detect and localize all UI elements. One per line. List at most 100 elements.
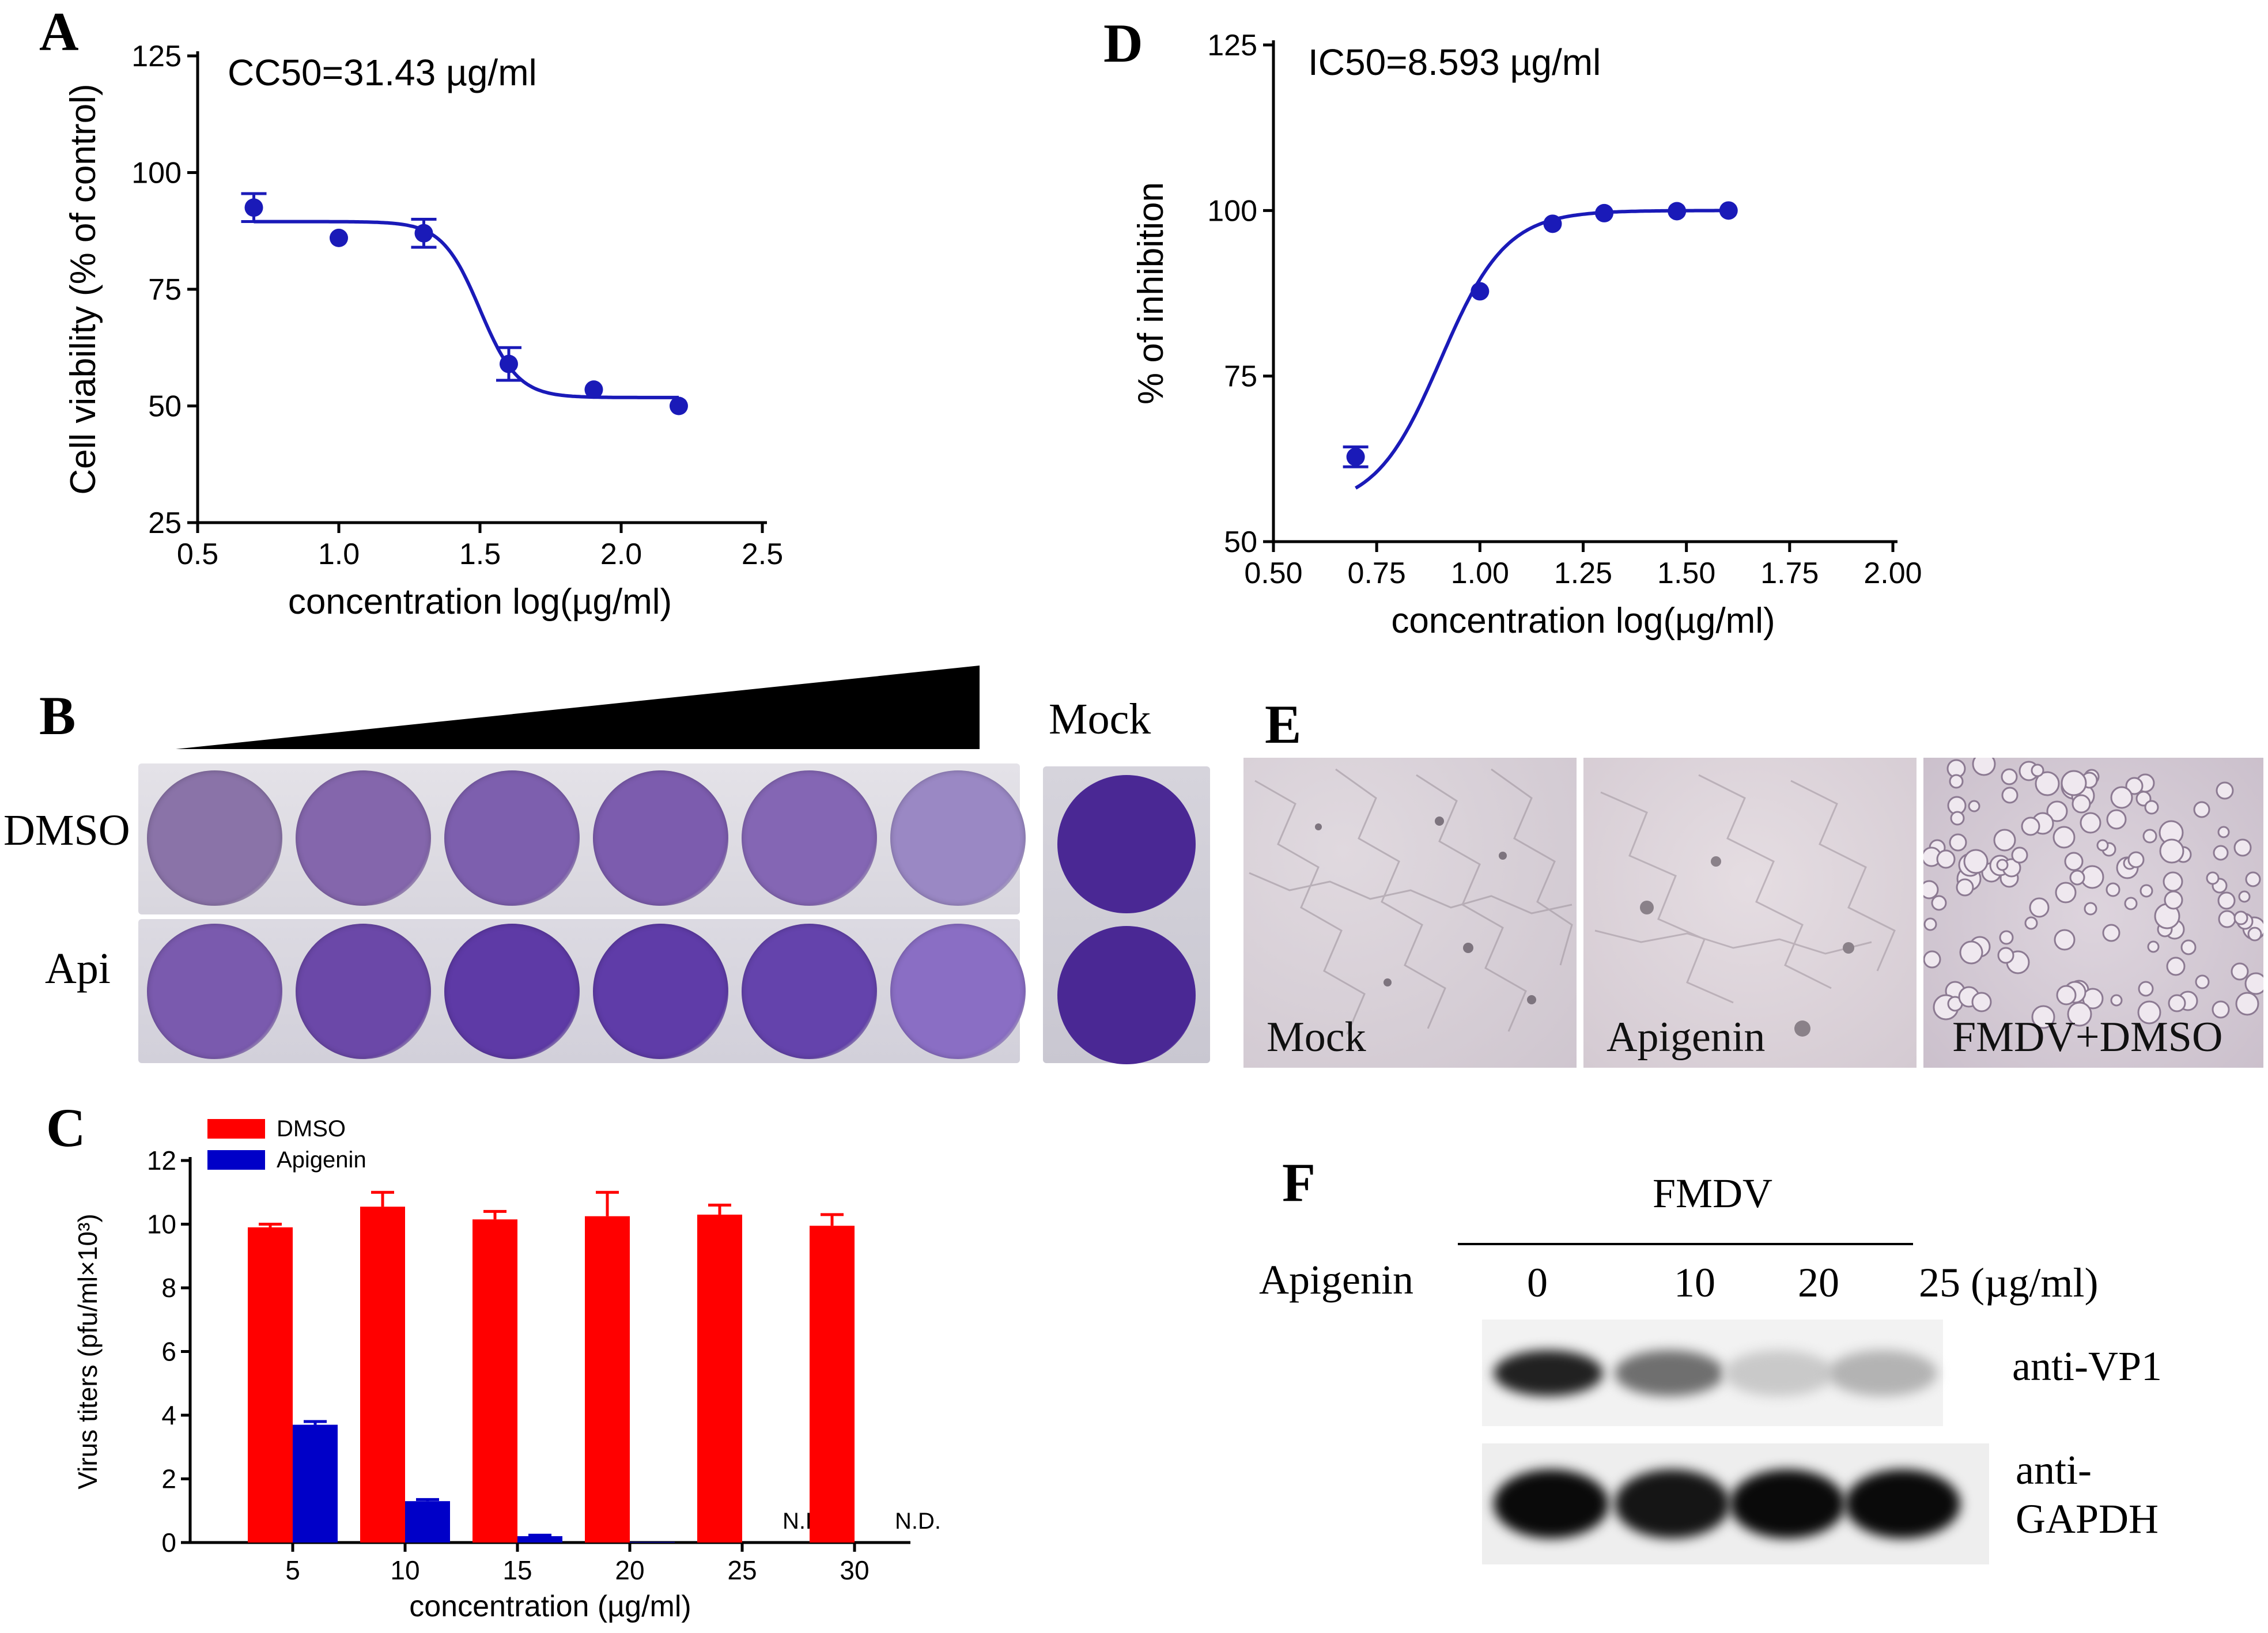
x-tick-label: 1.0 <box>318 538 360 571</box>
rounded-cell <box>2125 777 2144 795</box>
blot-band-gapdh <box>1615 1469 1730 1539</box>
micrograph-mock: Mock <box>1243 758 1577 1068</box>
rounded-cell <box>1997 947 2014 964</box>
rounded-cell <box>2054 929 2076 951</box>
rounded-cell <box>2147 940 2160 953</box>
x-tick-label: 2.5 <box>742 538 783 571</box>
micrograph-fmdv-dmso: FMDV+DMSO <box>1923 758 2263 1068</box>
rounded-cell <box>2138 981 2154 997</box>
data-point <box>1595 203 1614 222</box>
plaque-well-api <box>593 924 728 1059</box>
panel-label-e: E <box>1265 694 1302 755</box>
y-tick-label: 50 <box>148 390 182 424</box>
rounded-cell <box>2238 890 2251 903</box>
rounded-cell <box>2233 838 2252 857</box>
rounded-cell <box>2031 763 2044 777</box>
rounded-cell <box>2021 816 2040 836</box>
cell-texture-mock <box>1249 768 1573 1035</box>
micrograph-label-fmdv-dmso: FMDV+DMSO <box>1952 1014 2223 1061</box>
y-tick-label: 25 <box>148 506 182 540</box>
plaque-well-mock <box>1057 926 1196 1064</box>
chart-annotation: IC50=8.593 µg/ml <box>1308 41 1601 83</box>
plaque-well-api <box>444 924 580 1059</box>
rounded-cell <box>2195 974 2210 989</box>
y-tick-label: 75 <box>148 273 182 307</box>
legend-label-apigenin: Apigenin <box>277 1147 366 1173</box>
rounded-cell <box>2056 985 2077 1005</box>
rounded-cell <box>1968 800 1980 812</box>
bar-apigenin <box>517 1536 562 1543</box>
rounded-cell <box>2035 771 2060 796</box>
x-tick-label: 20 <box>615 1555 644 1585</box>
rounded-cell <box>2084 902 2097 916</box>
rounded-cell <box>2244 972 2263 995</box>
rounded-cell <box>2106 809 2127 830</box>
x-tick-label: 1.25 <box>1554 557 1612 590</box>
panel-label-d: D <box>1103 13 1143 74</box>
rounded-cells-texture <box>1923 758 2263 1029</box>
y-tick-label: 100 <box>1207 194 1257 228</box>
plate-row-dmso <box>138 763 1026 914</box>
plaque-well-dmso <box>296 770 431 906</box>
rounded-cell <box>2164 890 2183 910</box>
data-point <box>1719 201 1738 220</box>
bar-dmso <box>472 1219 517 1543</box>
rounded-cell <box>2127 851 2145 868</box>
rounded-cell <box>1963 849 1989 874</box>
x-tick-label: 25 <box>727 1555 757 1585</box>
rounded-cell <box>1923 950 1941 969</box>
rounded-cell <box>2144 800 2159 815</box>
rounded-cell <box>2193 801 2210 818</box>
x-axis-title: concentration log(µg/ml) <box>288 582 672 622</box>
nd-label: N.D. <box>895 1509 941 1534</box>
lane-label-3: 20 <box>1798 1260 1839 1306</box>
plaque-well-dmso <box>444 770 580 906</box>
x-tick-label: 2.0 <box>600 538 642 571</box>
plaque-well-api <box>890 924 1026 1059</box>
y-tick-label: 75 <box>1224 360 1257 394</box>
rounded-cell <box>2217 891 2236 910</box>
plate-row-api <box>138 919 1026 1063</box>
row-label-api: Api <box>45 944 111 993</box>
rounded-cell <box>2046 800 2068 822</box>
cell-viability-chart: 25 50 75 100 125 0.5 1.0 1.5 2.0 2.5 concentration… <box>63 40 783 622</box>
y-tick-label: 0 <box>161 1528 176 1558</box>
rounded-cell <box>1971 992 1992 1012</box>
rounded-cell <box>2159 838 2184 864</box>
y-tick-label: 2 <box>161 1464 176 1494</box>
rounded-cell <box>2001 787 2018 804</box>
x-tick-label: 1.00 <box>1451 557 1509 590</box>
bar-dmso <box>360 1207 405 1543</box>
rounded-cell <box>2217 826 2230 838</box>
rounded-cell <box>2163 871 2183 892</box>
panel-label-b: B <box>39 685 76 746</box>
data-point <box>330 228 348 247</box>
legend-label-dmso: DMSO <box>277 1116 346 1141</box>
rounded-cell <box>2102 924 2120 942</box>
bar-apigenin <box>630 1541 675 1543</box>
y-tick-label: 125 <box>131 40 182 73</box>
plaque-well-api <box>296 924 431 1059</box>
x-axis-title: concentration (µg/ml) <box>409 1590 691 1623</box>
rounded-cell <box>1959 940 1983 965</box>
rounded-cell <box>2212 1000 2230 1019</box>
chart-annotation: CC50=31.43 µg/ml <box>228 52 537 93</box>
y-tick-label: 10 <box>147 1209 176 1239</box>
concentration-gradient-wedge <box>176 666 980 749</box>
lane-label-2: 10 <box>1674 1260 1715 1306</box>
fit-curve <box>1355 209 1729 490</box>
rounded-cell <box>2096 839 2109 852</box>
rounded-cell <box>2233 910 2248 925</box>
blot-row-label-apigenin: Apigenin <box>1259 1257 1413 1303</box>
rounded-cell <box>2110 786 2133 809</box>
x-tick-label: 1.75 <box>1760 557 1819 590</box>
rounded-cell <box>1950 811 1965 826</box>
x-tick-label: 0.5 <box>177 538 218 571</box>
blot-label-vp1: anti-VP1 <box>2012 1343 2162 1389</box>
plaque-well-mock <box>1057 775 1196 913</box>
rounded-cell <box>1949 833 1967 852</box>
blot-title-underline <box>1458 1243 1913 1245</box>
data-point <box>1471 282 1490 301</box>
blot-band-vp1 <box>1494 1350 1603 1396</box>
